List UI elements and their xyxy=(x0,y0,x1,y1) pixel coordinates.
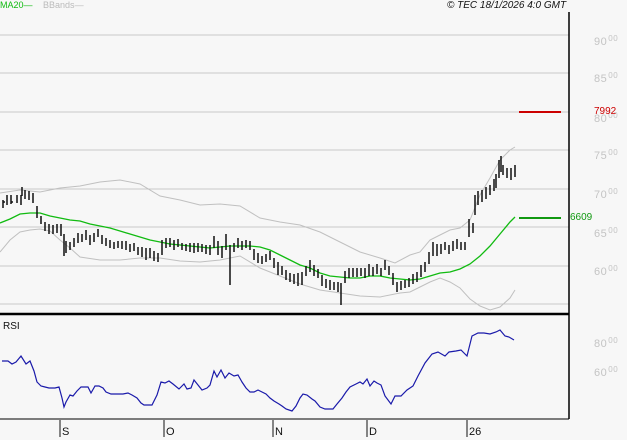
chart-legend: MA20— BBands— xyxy=(0,0,84,11)
x-tick-oct: O xyxy=(166,426,175,438)
x-tick-sep: S xyxy=(62,426,70,438)
price-label-8000: 8000 xyxy=(594,111,619,125)
x-tick-dec: D xyxy=(369,426,377,438)
price-label-7000: 7000 xyxy=(594,187,619,201)
rsi-label-80: 8000 xyxy=(594,336,619,350)
ma20-value-label: 6609 xyxy=(570,212,593,223)
copyright-timestamp: © TEC 18/1/2026 4:0 GMT xyxy=(447,0,567,11)
bbands-upper xyxy=(0,146,516,264)
rsi-label-60: 6000 xyxy=(594,365,619,379)
price-label-7500: 7500 xyxy=(594,148,619,162)
rsi-line xyxy=(2,329,515,412)
x-tick-nov: N xyxy=(275,426,283,438)
x-tick-2026: 26 xyxy=(469,426,482,438)
rsi-title: RSI xyxy=(3,321,20,332)
resistance-value-label: 7992 xyxy=(594,106,617,117)
price-label-8500: 8500 xyxy=(594,71,619,85)
ma20-line xyxy=(0,212,516,281)
price-label-6500: 6500 xyxy=(594,226,619,240)
price-label-6000: 6000 xyxy=(594,264,619,278)
price-bars xyxy=(2,156,516,305)
bbands-lower xyxy=(0,228,516,311)
price-gridlines xyxy=(0,34,569,305)
price-label-9000: 9000 xyxy=(594,34,619,48)
legend-bbands: BBands— xyxy=(43,0,84,10)
legend-ma20: MA20— xyxy=(0,0,33,10)
